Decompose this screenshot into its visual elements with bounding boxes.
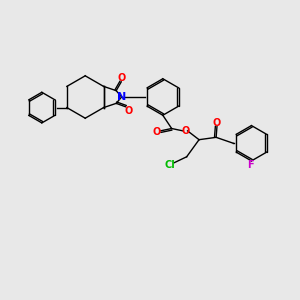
Text: O: O [213, 118, 221, 128]
Text: O: O [118, 73, 126, 83]
Text: N: N [117, 92, 127, 102]
Text: Cl: Cl [164, 160, 175, 170]
Text: O: O [153, 127, 161, 137]
Text: O: O [182, 126, 190, 136]
Text: O: O [125, 106, 133, 116]
Text: F: F [248, 160, 254, 170]
